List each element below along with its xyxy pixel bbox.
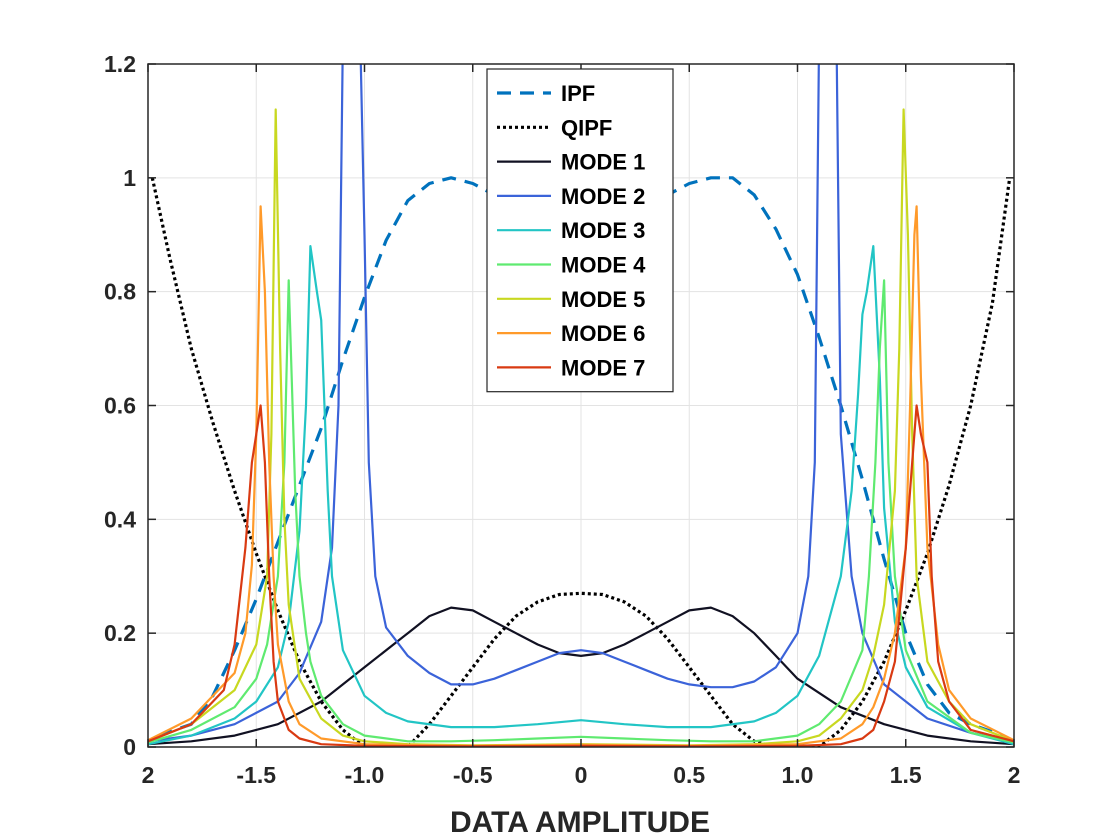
x-tick-label-7: 1.5	[890, 762, 922, 788]
series-line-mode-2	[148, 64, 1014, 743]
legend-label-qipf: QIPF	[561, 115, 612, 140]
x-tick-label-6: 1.0	[782, 762, 814, 788]
legend-label-mode-7: MODE 7	[561, 355, 645, 380]
legend-label-mode-3: MODE 3	[561, 218, 645, 243]
series-line-mode-3	[148, 245, 1014, 746]
legend-label-mode-5: MODE 5	[561, 287, 645, 312]
series-line-mode-4	[148, 279, 1014, 744]
tick-labels: 2 -1.5 -1.0 -0.5 0 0.5 1.0 1.5 200.20.40.60.811.…	[104, 51, 1020, 788]
y-tick-label-5: 1	[123, 165, 136, 191]
x-tick-label-8: 2	[1008, 762, 1021, 788]
y-tick-label-1: 0.2	[104, 620, 136, 646]
legend-label-mode-2: MODE 2	[561, 184, 645, 209]
y-tick-label-2: 0.4	[104, 506, 136, 532]
y-tick-label-0: 0	[123, 734, 136, 760]
x-tick-label-4: 0	[575, 762, 588, 788]
x-tick-label-5: 0.5	[673, 762, 705, 788]
y-tick-label-4: 0.8	[104, 279, 136, 305]
legend: IPF QIPF MODE 1 MODE 2 MODE 3 MODE 4 MODE 5 MOD…	[486, 68, 674, 393]
legend-label-mode-6: MODE 6	[561, 321, 645, 346]
x-tick-label-3: -0.5	[453, 762, 493, 788]
series-line-qipf	[150, 177, 1012, 747]
y-tick-label-3: 0.6	[104, 393, 136, 419]
x-tick-label-2: -1.0	[345, 762, 385, 788]
y-tick-label-6: 1.2	[104, 51, 136, 77]
legend-label-mode-1: MODE 1	[561, 150, 645, 175]
x-axis-title: DATA AMPLITUDE	[450, 806, 710, 839]
x-tick-label-1: -1.5	[236, 762, 276, 788]
legend-label-mode-4: MODE 4	[561, 253, 646, 278]
series-line-ipf	[158, 176, 1004, 738]
x-tick-label-0: 2	[142, 762, 155, 788]
legend-label-ipf: IPF	[561, 81, 595, 106]
